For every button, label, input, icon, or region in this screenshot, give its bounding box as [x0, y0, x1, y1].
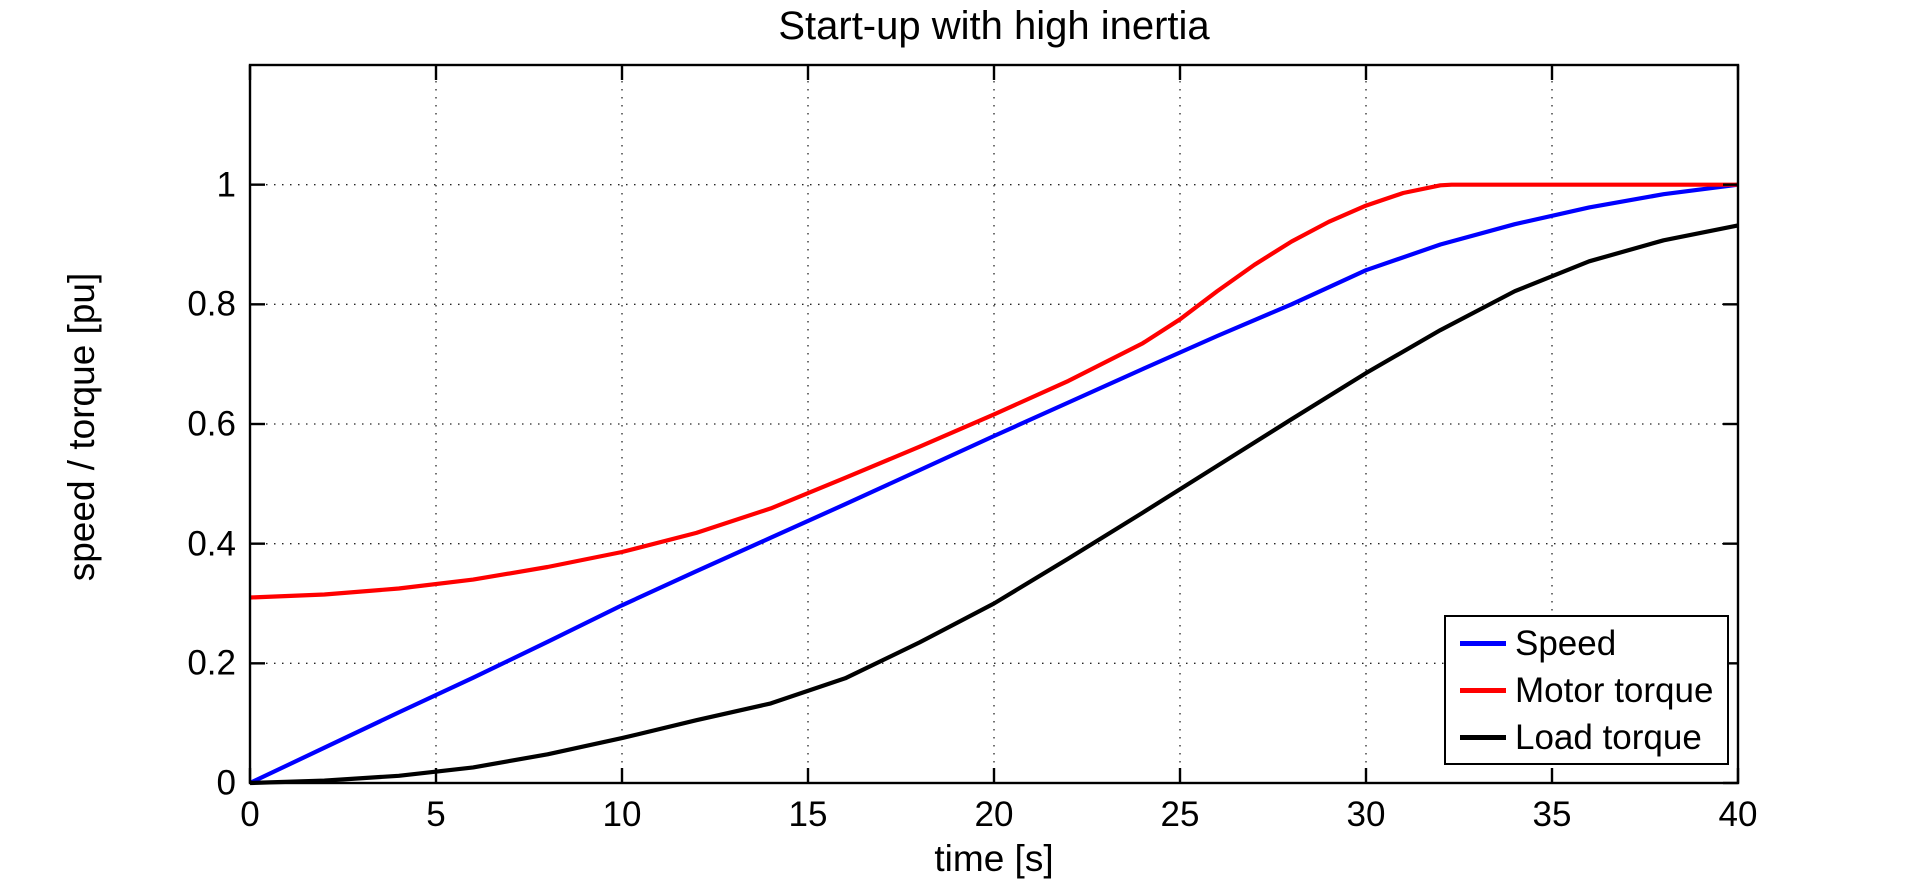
legend-box: Speed Motor torque Load torque [1444, 615, 1729, 765]
x-tick-label: 10 [602, 795, 642, 834]
x-tick-label: 25 [1160, 795, 1200, 834]
x-tick-label: 35 [1532, 795, 1572, 834]
legend-label-motor-torque: Motor torque [1515, 671, 1714, 710]
legend-item-motor-torque: Motor torque [1460, 667, 1727, 714]
legend-item-speed: Speed [1460, 620, 1727, 667]
curve-load-torque [249, 223, 1739, 786]
y-axis-label: speed / torque [pu] [61, 272, 102, 582]
curve-layer [249, 182, 1739, 786]
y-tick-label: 0.6 [187, 404, 236, 444]
speed-line-sample-icon [1460, 641, 1506, 646]
load-torque-line-sample-icon [1460, 735, 1506, 740]
legend-label-load-torque: Load torque [1515, 718, 1702, 757]
x-tick-label: 5 [426, 795, 446, 834]
y-tick-label: 1 [216, 165, 236, 205]
legend-label-speed: Speed [1515, 624, 1617, 663]
y-tick-label: 0 [216, 763, 236, 803]
x-tick-label: 15 [788, 795, 828, 834]
y-tick-label: 0.2 [187, 643, 236, 683]
x-tick-label: 0 [240, 795, 260, 834]
curve-motor-torque [249, 182, 1738, 600]
x-axis-label: time [s] [934, 838, 1054, 879]
x-tick-label: 40 [1718, 795, 1758, 834]
curve-speed [249, 182, 1739, 785]
x-tick-label: 20 [974, 795, 1014, 834]
y-tick-label: 0.4 [187, 524, 236, 564]
motor-torque-line-sample-icon [1460, 688, 1506, 693]
x-tick-label: 30 [1346, 795, 1386, 834]
legend-item-load-torque: Load torque [1460, 714, 1727, 761]
y-tick-label: 0.8 [187, 284, 236, 324]
chart-title: Start-up with high inertia [778, 4, 1210, 48]
axes-frame [248, 63, 1740, 785]
